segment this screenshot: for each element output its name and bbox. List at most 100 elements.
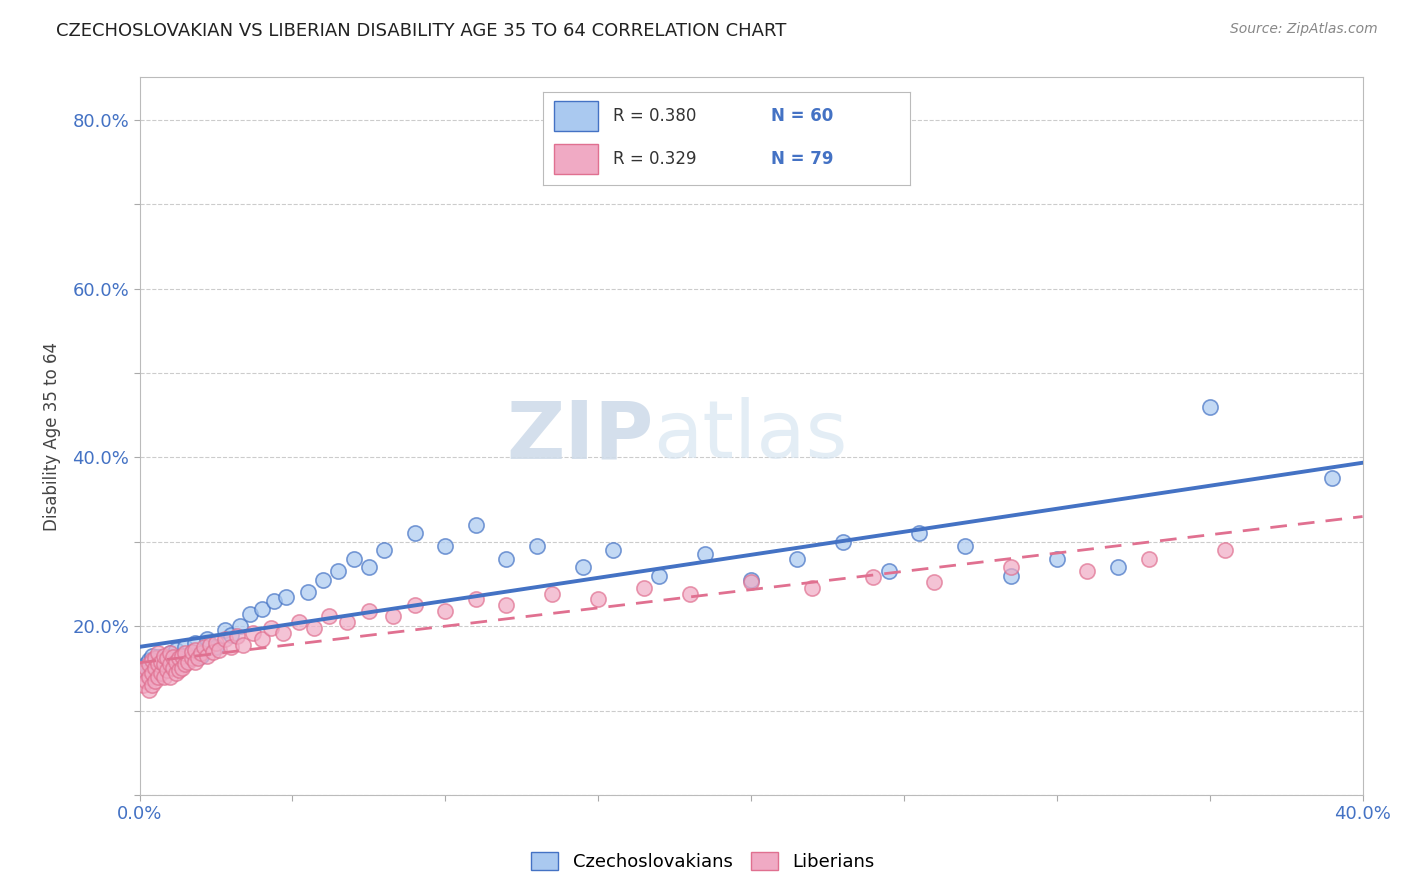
Point [208,643,231,657]
Point [135,674,157,689]
Text: atlas: atlas [654,397,848,475]
Text: ZIP: ZIP [506,397,654,475]
Y-axis label: Disability Age 35 to 64: Disability Age 35 to 64 [44,342,60,531]
Point [153,648,176,663]
Point [138,653,160,667]
Point [138,670,160,684]
Point [1046,551,1069,566]
Point [180,651,202,665]
Point [159,646,181,660]
Point [229,619,252,633]
Point [219,627,242,641]
Point [141,648,163,663]
Point [1107,560,1129,574]
Point [149,663,172,677]
Point [1076,565,1098,579]
Point [180,644,202,658]
Point [302,621,325,635]
Point [138,657,160,672]
Point [162,661,184,675]
Point [146,659,169,673]
Point [169,651,191,665]
Point [1198,400,1220,414]
Point [924,575,946,590]
Point [131,661,153,675]
Point [1000,568,1022,582]
Text: CZECHOSLOVAKIAN VS LIBERIAN DISABILITY AGE 35 TO 64 CORRELATION CHART: CZECHOSLOVAKIAN VS LIBERIAN DISABILITY A… [56,22,786,40]
Point [648,568,671,582]
Point [162,655,184,669]
Point [831,534,853,549]
Point [1320,471,1343,485]
Point [190,646,212,660]
Point [297,585,319,599]
Point [165,643,187,657]
Point [135,661,157,675]
Point [143,674,166,689]
Point [153,670,176,684]
Point [312,573,335,587]
Point [276,590,298,604]
Point [143,665,166,680]
Point [180,644,202,658]
Point [464,517,486,532]
Point [177,653,200,667]
Point [336,615,359,629]
Point [141,678,163,692]
Point [740,573,762,587]
Point [135,665,157,680]
Point [226,629,249,643]
Point [801,581,824,595]
Point [908,526,931,541]
Point [172,648,194,663]
Point [162,650,184,665]
Point [198,638,221,652]
Point [953,539,976,553]
Point [165,655,187,669]
Point [195,648,218,663]
Point [877,565,900,579]
Point [404,526,426,541]
Point [786,551,808,566]
Point [156,663,179,677]
Point [172,648,194,663]
Point [434,539,457,553]
Point [187,651,209,665]
Point [146,670,169,684]
Point [195,632,218,646]
Point [141,661,163,675]
Point [205,640,228,655]
Point [153,657,176,672]
Point [342,551,364,566]
Point [165,665,187,680]
Point [1213,543,1236,558]
Point [153,657,176,672]
Point [434,604,457,618]
Point [541,587,564,601]
Point [156,651,179,665]
Point [159,661,181,675]
Point [214,632,236,646]
Point [159,670,181,684]
Point [131,678,153,692]
Point [679,587,702,601]
Point [495,598,517,612]
Point [143,651,166,665]
Point [1000,560,1022,574]
Legend: Czechoslovakians, Liberians: Czechoslovakians, Liberians [524,845,882,879]
Point [271,626,294,640]
Point [149,655,172,669]
Point [633,581,655,595]
Point [205,636,228,650]
Point [174,640,197,655]
Point [169,657,191,672]
Point [143,661,166,675]
Text: Source: ZipAtlas.com: Source: ZipAtlas.com [1230,22,1378,37]
Point [141,653,163,667]
Point [404,598,426,612]
Point [214,624,236,638]
Point [382,609,405,624]
Point [287,615,309,629]
Point [242,626,264,640]
Point [146,657,169,672]
